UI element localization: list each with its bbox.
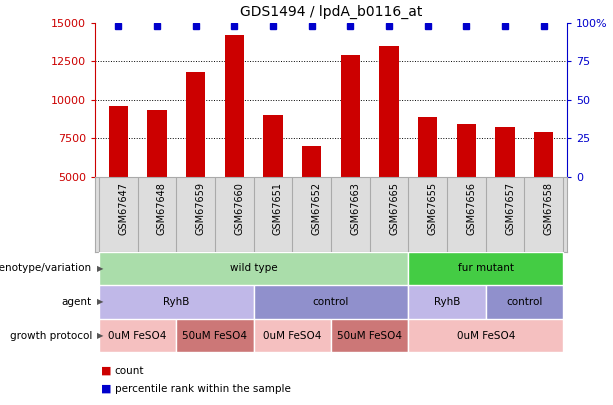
Title: GDS1494 / lpdA_b0116_at: GDS1494 / lpdA_b0116_at (240, 5, 422, 19)
Bar (186, 72, 205, 177)
Text: wild type: wild type (230, 263, 278, 273)
Bar (99, 252, 408, 285)
Text: ■: ■ (101, 366, 112, 375)
Text: GSM67647: GSM67647 (118, 182, 128, 235)
Bar (408, 319, 563, 352)
Bar (99, 285, 254, 319)
Text: genotype/variation: genotype/variation (0, 263, 92, 273)
Text: GSM67665: GSM67665 (389, 182, 399, 235)
Text: percentile rank within the sample: percentile rank within the sample (115, 384, 291, 394)
Text: RyhB: RyhB (163, 297, 189, 307)
Bar (495, 127, 515, 177)
Text: ■: ■ (101, 384, 112, 394)
Text: 0uM FeSO4: 0uM FeSO4 (263, 330, 321, 341)
Bar (302, 146, 321, 177)
Text: control: control (313, 297, 349, 307)
Text: 50uM FeSO4: 50uM FeSO4 (337, 330, 402, 341)
Bar (534, 132, 554, 177)
Text: GSM67648: GSM67648 (157, 182, 167, 235)
Bar (109, 106, 128, 177)
Text: GSM67656: GSM67656 (466, 182, 476, 235)
Bar (254, 319, 331, 352)
Bar (147, 111, 167, 177)
Bar (408, 285, 485, 319)
Text: ▶: ▶ (97, 264, 104, 273)
Text: GSM67651: GSM67651 (273, 182, 283, 235)
Bar (331, 319, 408, 352)
Text: fur mutant: fur mutant (458, 263, 514, 273)
Bar (264, 115, 283, 177)
Text: 0uM FeSO4: 0uM FeSO4 (109, 330, 167, 341)
Text: agent: agent (62, 297, 92, 307)
Text: control: control (506, 297, 543, 307)
Text: RyhB: RyhB (434, 297, 460, 307)
Bar (254, 285, 408, 319)
Text: GSM67660: GSM67660 (234, 182, 245, 235)
Text: GSM67652: GSM67652 (311, 182, 322, 235)
Text: 50uM FeSO4: 50uM FeSO4 (183, 330, 248, 341)
Text: 0uM FeSO4: 0uM FeSO4 (457, 330, 515, 341)
Text: ▶: ▶ (97, 331, 104, 340)
Text: count: count (115, 366, 144, 375)
Text: GSM67655: GSM67655 (428, 182, 438, 235)
Bar (224, 35, 244, 177)
Text: GSM67659: GSM67659 (196, 182, 205, 235)
Bar (341, 55, 360, 177)
Bar (485, 285, 563, 319)
Text: GSM67657: GSM67657 (505, 182, 515, 235)
Bar (457, 124, 476, 177)
Text: GSM67663: GSM67663 (351, 182, 360, 235)
Bar (408, 252, 563, 285)
Bar (379, 46, 398, 177)
Bar (99, 319, 177, 352)
Bar (177, 319, 254, 352)
Bar (418, 117, 438, 177)
Text: ▶: ▶ (97, 297, 104, 307)
Text: growth protocol: growth protocol (10, 330, 92, 341)
Text: GSM67658: GSM67658 (544, 182, 554, 235)
